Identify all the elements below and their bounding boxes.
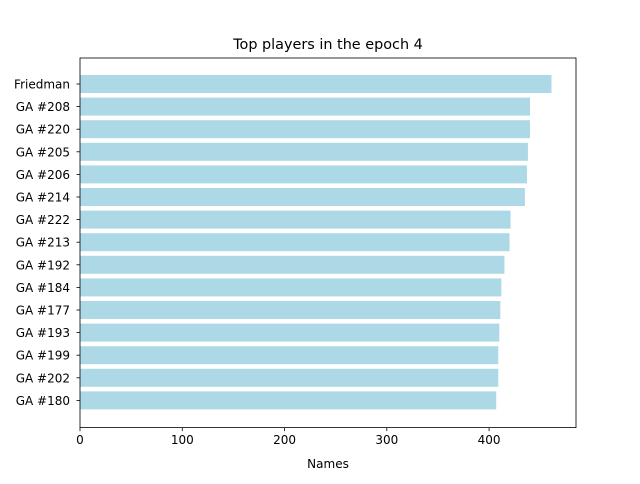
y-tick-label: GA #213 bbox=[16, 236, 70, 250]
y-tick-label: GA #208 bbox=[16, 100, 70, 114]
y-tick-label: GA #192 bbox=[16, 258, 70, 272]
bar-ga-213 bbox=[80, 233, 510, 252]
bar-ga-193 bbox=[80, 323, 500, 342]
chart-title: Top players in the epoch 4 bbox=[232, 37, 423, 53]
bar-ga-220 bbox=[80, 120, 530, 139]
y-tick-label: GA #177 bbox=[16, 304, 70, 318]
x-tick-label: 200 bbox=[273, 433, 296, 447]
y-tick-label: Friedman bbox=[14, 78, 70, 92]
y-tick-label: GA #180 bbox=[16, 394, 70, 408]
bar-ga-184 bbox=[80, 278, 502, 297]
bar-ga-202 bbox=[80, 368, 499, 387]
y-tick-label: GA #214 bbox=[16, 191, 70, 205]
y-tick-label: GA #206 bbox=[16, 168, 70, 182]
bar-ga-208 bbox=[80, 97, 530, 116]
y-tick-label: GA #205 bbox=[16, 145, 70, 159]
bar-ga-222 bbox=[80, 210, 511, 229]
bar-friedman bbox=[80, 75, 552, 93]
x-tick-label: 100 bbox=[171, 433, 194, 447]
bar-ga-206 bbox=[80, 165, 527, 184]
y-tick-label: GA #202 bbox=[16, 371, 70, 385]
y-tick-label: GA #220 bbox=[16, 123, 70, 137]
y-tick-label: GA #199 bbox=[16, 349, 70, 363]
bar-ga-177 bbox=[80, 301, 501, 319]
bars-group bbox=[80, 75, 552, 410]
x-tick-label: 0 bbox=[76, 433, 84, 447]
x-tick-label: 400 bbox=[478, 433, 501, 447]
x-axis-label: Names bbox=[307, 457, 349, 471]
bar-ga-214 bbox=[80, 188, 525, 206]
bar-ga-180 bbox=[80, 391, 497, 410]
bar-ga-199 bbox=[80, 346, 499, 365]
y-tick-labels: Friedman GA #208 GA #220 GA #205 GA #206 GA #… bbox=[14, 78, 80, 408]
bar-ga-205 bbox=[80, 142, 528, 161]
plot-frame bbox=[79, 57, 577, 429]
bar-ga-192 bbox=[80, 255, 505, 274]
x-axis-ticks: 0 100 200 300 400 bbox=[76, 427, 501, 447]
y-tick-label: GA #184 bbox=[16, 281, 70, 295]
y-tick-label: GA #193 bbox=[16, 326, 70, 340]
y-tick-label: GA #222 bbox=[16, 213, 70, 227]
x-tick-label: 300 bbox=[375, 433, 398, 447]
